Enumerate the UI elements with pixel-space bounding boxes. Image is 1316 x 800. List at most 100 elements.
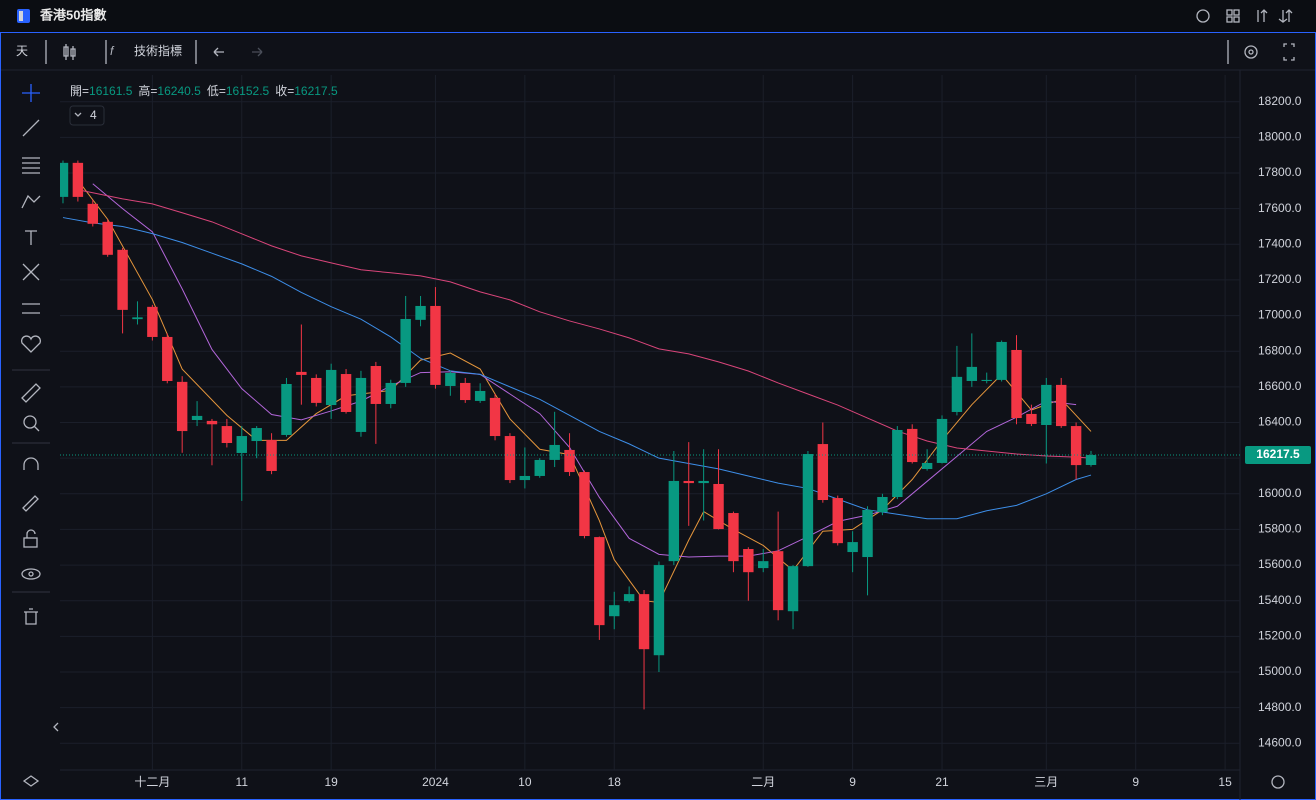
candle-body bbox=[504, 436, 516, 481]
candle-body bbox=[311, 377, 322, 403]
candle-body bbox=[460, 382, 471, 401]
ohlc-label: 低= bbox=[207, 84, 226, 98]
candle-body bbox=[921, 462, 933, 470]
ohlc-label: 高= bbox=[138, 83, 157, 98]
candle-body bbox=[117, 249, 128, 310]
candle-body bbox=[132, 317, 143, 320]
candle-body bbox=[445, 372, 456, 386]
x-tick-label: 2024 bbox=[422, 775, 449, 789]
candle-body bbox=[996, 341, 1007, 380]
y-tick-label: 16000.0 bbox=[1258, 486, 1302, 500]
ohlc-value: 16152.5 bbox=[226, 84, 270, 98]
candle-body bbox=[102, 221, 113, 255]
y-tick-label: 17400.0 bbox=[1258, 236, 1302, 250]
candle-body bbox=[951, 376, 963, 412]
candle-body bbox=[60, 162, 69, 197]
candle-body bbox=[1026, 413, 1037, 424]
candle-body bbox=[907, 428, 918, 463]
x-tick-label: 21 bbox=[935, 775, 949, 789]
candle-body bbox=[430, 305, 441, 385]
candle-body bbox=[981, 379, 992, 381]
x-tick-label: 9 bbox=[1132, 775, 1139, 789]
y-tick-label: 17200.0 bbox=[1258, 272, 1302, 286]
y-tick-label: 17000.0 bbox=[1258, 308, 1302, 322]
x-tick-label: 15 bbox=[1218, 775, 1232, 789]
ohlc-label: 開= bbox=[70, 84, 89, 98]
ohlc-label: 收= bbox=[275, 84, 294, 98]
candle-body bbox=[176, 381, 188, 432]
candle-body bbox=[847, 542, 858, 553]
plot bbox=[60, 160, 1097, 710]
left-toolbar[interactable] bbox=[12, 84, 1285, 789]
y-tick-label: 18200.0 bbox=[1258, 94, 1302, 108]
candle-body bbox=[832, 498, 843, 544]
candle-body bbox=[325, 369, 337, 406]
last-price-badge bbox=[1245, 446, 1311, 465]
candle-body bbox=[772, 551, 784, 611]
x-tick-label: 19 bbox=[324, 775, 338, 789]
y-tick-label: 15000.0 bbox=[1258, 664, 1302, 678]
candle-body bbox=[877, 496, 888, 513]
indicator-toggle[interactable] bbox=[69, 105, 105, 126]
ohlc-value: 16217.5 bbox=[294, 84, 338, 98]
candle-body bbox=[370, 366, 382, 404]
candle-body bbox=[713, 483, 724, 530]
candle-body bbox=[519, 475, 531, 481]
candle-body bbox=[534, 459, 545, 476]
candle-body bbox=[1041, 384, 1052, 425]
y-tick-label: 18000.0 bbox=[1258, 130, 1302, 144]
candle-body bbox=[802, 454, 814, 567]
x-tick-label: 二月 bbox=[751, 775, 775, 789]
candle-body bbox=[147, 306, 158, 337]
candle-body bbox=[966, 366, 978, 381]
top-icons[interactable] bbox=[1196, 9, 1293, 23]
y-tick-label: 14600.0 bbox=[1258, 735, 1302, 749]
candle-body bbox=[87, 203, 98, 224]
last-price-label: 16217.5 bbox=[1256, 447, 1300, 461]
candle-body bbox=[817, 444, 829, 501]
candle-body bbox=[549, 444, 560, 460]
ohlc-value: 16240.5 bbox=[157, 84, 201, 98]
x-tick-label: 10 bbox=[518, 775, 532, 789]
chevron[interactable] bbox=[74, 112, 82, 117]
candle-body bbox=[594, 537, 605, 626]
candle-body bbox=[191, 415, 203, 421]
interval-button[interactable]: 天 bbox=[16, 44, 28, 58]
candle-body bbox=[609, 605, 620, 617]
y-tick-label: 15800.0 bbox=[1258, 522, 1302, 536]
y-tick-label: 16800.0 bbox=[1258, 343, 1302, 357]
candle-body bbox=[251, 428, 262, 442]
candle-body bbox=[683, 480, 694, 484]
candle-body bbox=[266, 439, 277, 471]
moving-average bbox=[77, 189, 1092, 459]
ohlc-value: 16161.5 bbox=[89, 84, 133, 98]
candle-body bbox=[296, 371, 307, 375]
candle-body bbox=[1085, 455, 1097, 466]
candle-body bbox=[415, 305, 426, 320]
fx-icon[interactable]: f bbox=[110, 44, 115, 58]
candle-body bbox=[400, 318, 411, 383]
logo-inner bbox=[19, 11, 23, 21]
candle-body bbox=[1055, 384, 1067, 427]
x-tick-label: 18 bbox=[608, 775, 622, 789]
candle-body bbox=[1070, 426, 1082, 466]
candle-body bbox=[668, 480, 680, 562]
candle-body bbox=[653, 565, 665, 656]
candle-body bbox=[385, 382, 396, 404]
candle-body bbox=[206, 420, 218, 425]
indicator-count[interactable]: 4 bbox=[90, 108, 97, 122]
indicators-button[interactable]: 技術指標 bbox=[134, 43, 182, 58]
candle-body bbox=[892, 429, 903, 497]
y-tick-label: 15200.0 bbox=[1258, 629, 1302, 643]
moving-average bbox=[62, 217, 1092, 520]
toolbar-icons[interactable]: f bbox=[45, 40, 1295, 64]
candle-body bbox=[743, 549, 754, 573]
candle-body bbox=[1011, 349, 1022, 419]
candle-body bbox=[638, 594, 650, 650]
candle-body bbox=[698, 480, 709, 484]
candle-body bbox=[787, 566, 799, 612]
logo bbox=[17, 9, 30, 23]
x-tick-label: 三月 bbox=[1034, 775, 1058, 789]
candle-body bbox=[221, 426, 233, 443]
